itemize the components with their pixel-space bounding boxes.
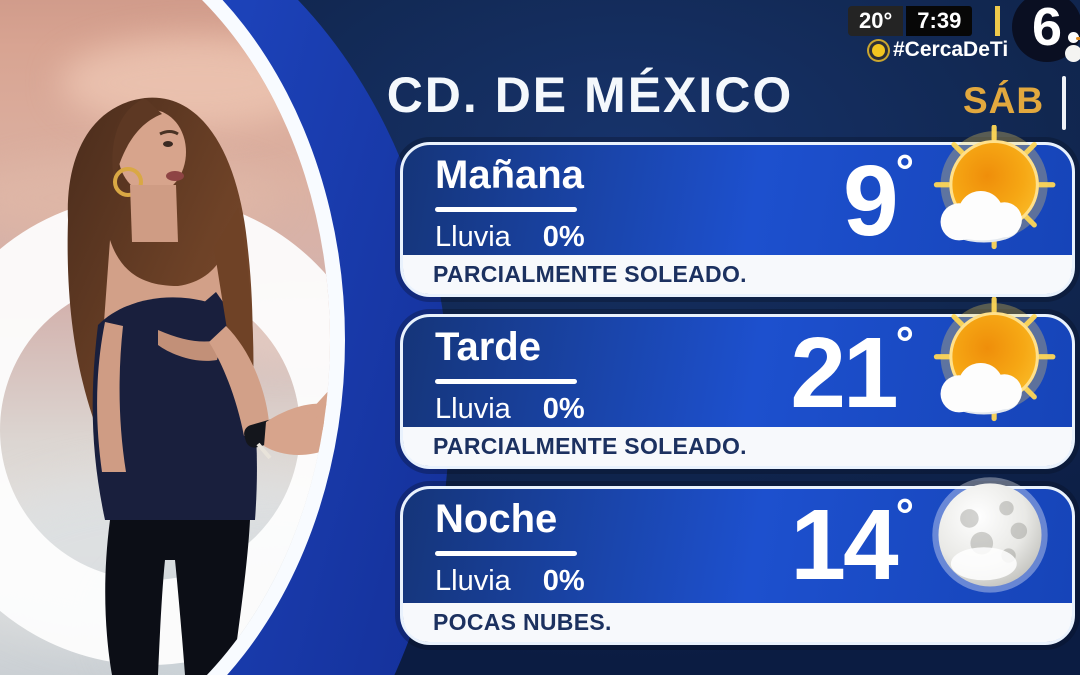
channel-number: 6 <box>1031 0 1063 57</box>
hashtag-row: #CercaDeTi <box>872 38 1008 62</box>
period-label: Mañana <box>435 153 584 197</box>
current-temperature: 20° <box>848 6 904 36</box>
clock: 7:39 <box>906 6 973 36</box>
moon-icon <box>932 477 1048 593</box>
temperature-value: 9° <box>842 145 914 257</box>
temperature-value: 21° <box>790 317 914 429</box>
pants <box>105 520 250 675</box>
period-label: Tarde <box>435 325 541 369</box>
forecast-card-noche: Noche Lluvia 0% 14° POCAS NUBES. <box>400 477 1075 645</box>
condition-strip: PARCIALMENTE SOLEADO. <box>403 427 1072 466</box>
period-underline <box>435 551 577 556</box>
snowman-icon <box>1064 32 1080 62</box>
forecast-card-tarde: Tarde Lluvia 0% 21° <box>400 297 1075 469</box>
rain-value: 0% <box>542 221 585 253</box>
left-arm <box>97 322 126 472</box>
sun-cloud-icon <box>933 125 1056 250</box>
eyebrow <box>159 130 179 136</box>
page-title: CD. DE MÉXICO <box>386 67 794 123</box>
fingers <box>303 389 330 439</box>
bracelet <box>256 442 272 460</box>
weather-presenter <box>67 97 330 675</box>
day-abbrev: SÁB <box>963 80 1045 121</box>
degree-symbol: ° <box>895 489 914 541</box>
neck <box>130 185 178 242</box>
day-divider <box>1062 76 1066 130</box>
hand <box>264 403 330 455</box>
lips <box>166 171 184 181</box>
status-pill: 20° 7:39 <box>848 6 973 36</box>
yellow-dot-icon <box>872 43 885 57</box>
forecast-card-manana: Mañana Lluvia 0% 9° <box>400 125 1075 297</box>
eye <box>163 141 173 147</box>
rain-value: 0% <box>542 565 585 597</box>
accent-bar <box>995 6 1000 36</box>
degree-symbol: ° <box>895 145 914 197</box>
degree-symbol: ° <box>895 317 914 369</box>
hashtag-label: #CercaDeTi <box>893 38 1009 61</box>
temperature-value: 14° <box>790 489 914 601</box>
channel-logo: 6 <box>1012 0 1080 62</box>
condition-strip: PARCIALMENTE SOLEADO. <box>403 255 1072 294</box>
period-underline <box>435 207 577 212</box>
sky-cloud <box>60 38 330 128</box>
condition-strip: POCAS NUBES. <box>403 603 1072 642</box>
studio-video-panel <box>0 0 345 675</box>
cloud <box>940 362 1022 415</box>
rain-label: Lluvia <box>435 221 511 253</box>
cloud <box>940 190 1022 243</box>
hair-front <box>112 98 162 182</box>
rain-label: Lluvia <box>435 393 511 425</box>
rain-row: Lluvia 0% <box>435 393 585 426</box>
rain-label: Lluvia <box>435 565 511 597</box>
dress-cutout <box>158 330 222 361</box>
hoop-earring <box>113 167 143 197</box>
period-label: Noche <box>435 497 558 541</box>
rain-value: 0% <box>542 393 585 425</box>
right-upper-arm <box>209 326 269 436</box>
rain-row: Lluvia 0% <box>435 565 585 598</box>
rain-row: Lluvia 0% <box>435 221 585 254</box>
period-underline <box>435 379 577 384</box>
sun-cloud-icon <box>933 297 1056 422</box>
